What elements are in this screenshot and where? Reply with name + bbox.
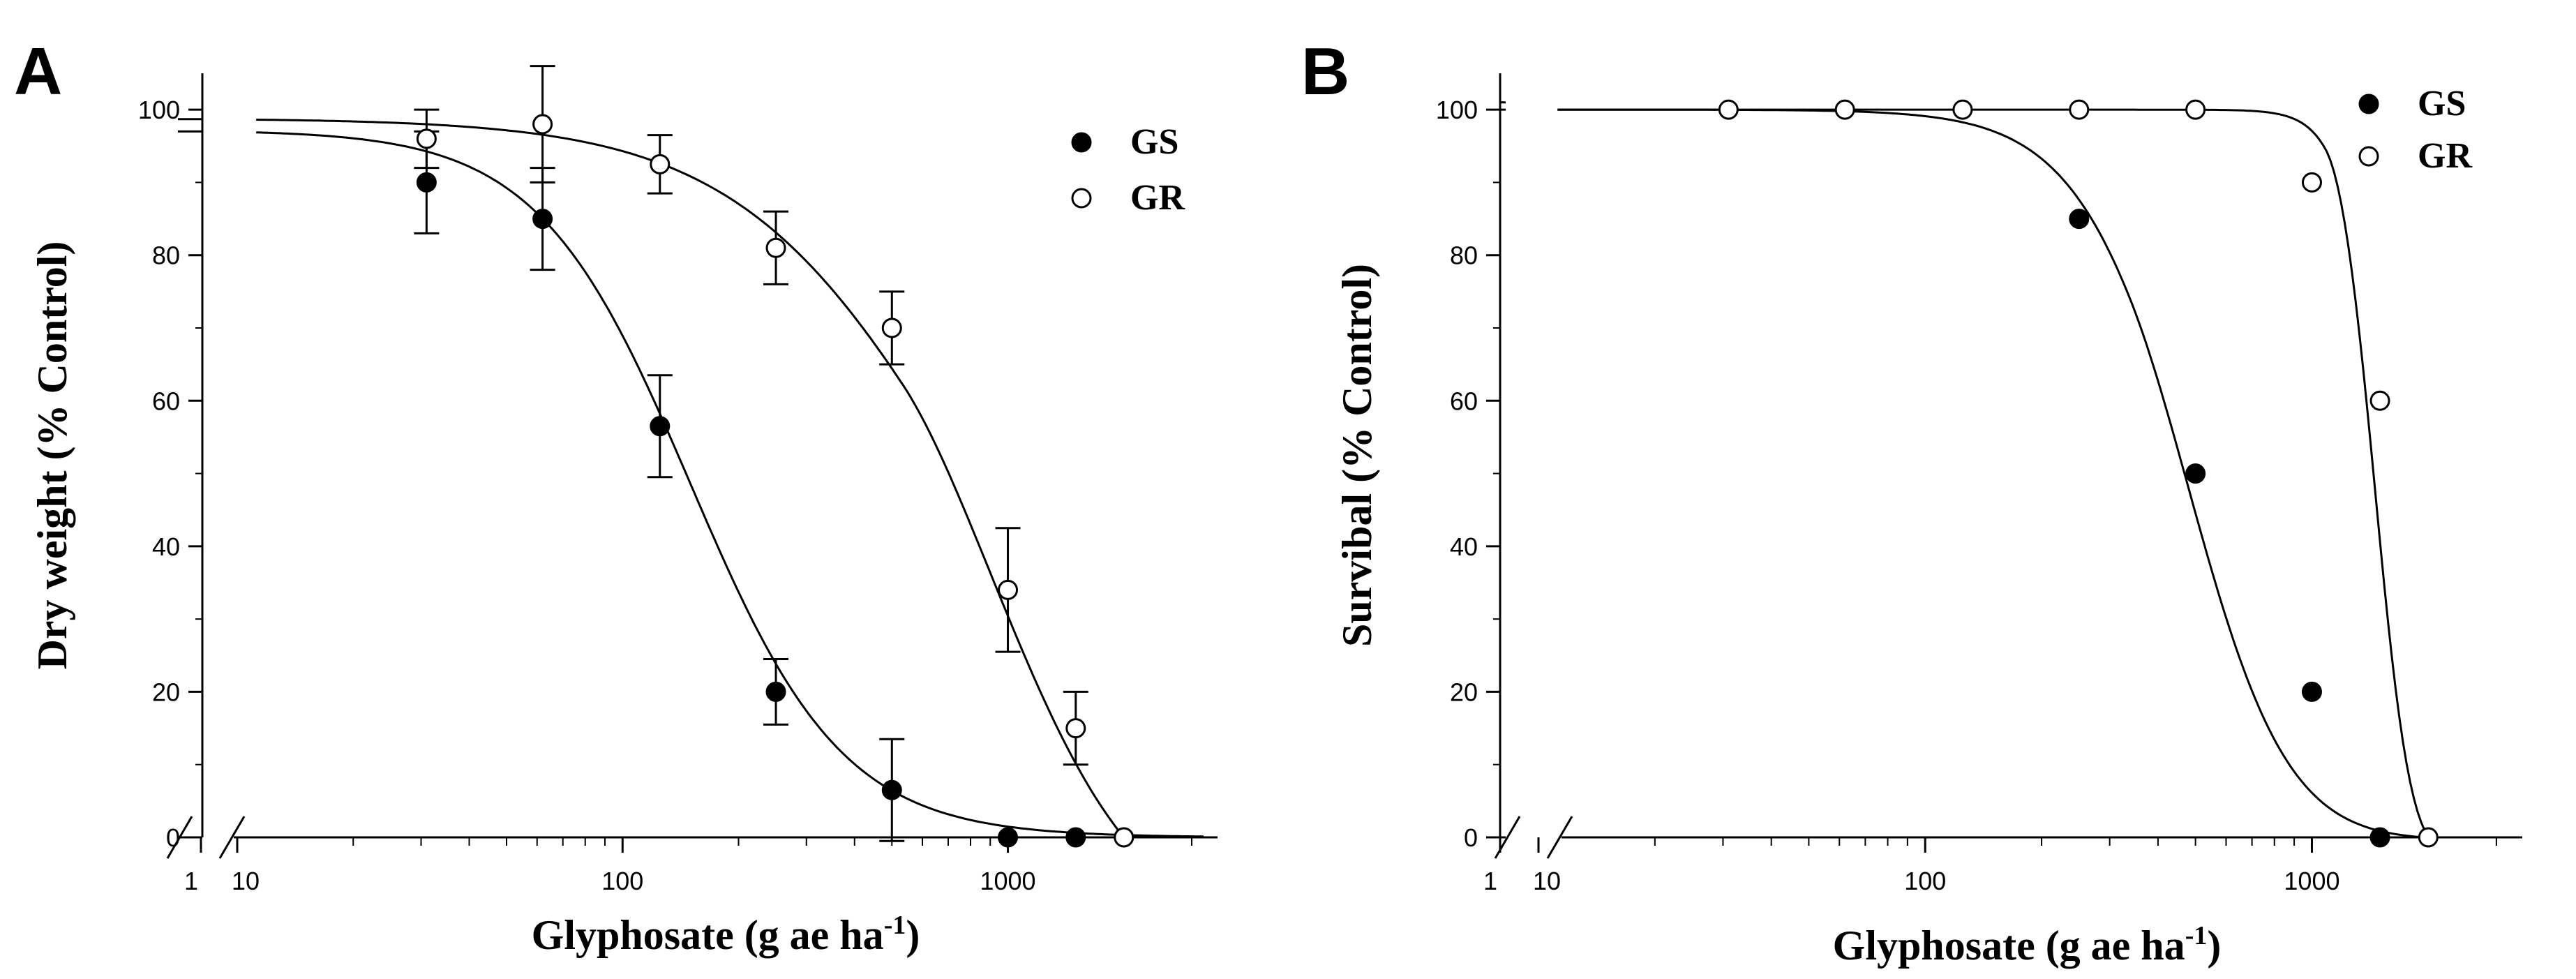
x-axis-title: Glyphosate (g ae ha-1) [532,911,920,958]
data-point-gr [2418,827,2439,848]
data-point-gs [881,779,902,800]
y-tick-label: 100 [1436,96,1478,124]
fit-curve-gr [1557,108,2429,838]
series-gr [1500,99,2439,848]
series-gs [1500,108,2425,848]
y-tick-label: 40 [1450,532,1478,561]
legend-label-gs: GS [1130,122,1178,162]
series-gr [178,65,1135,848]
chart-panel-b: B 0 20 40 60 80 100 10 100 1000 1 Glyphosate (g ae … [1301,34,2522,969]
data-point-gs [765,681,786,702]
x-tick-label: 100 [601,867,643,895]
legend-marker-gs [1071,132,1092,153]
y-tick-label: 80 [1450,241,1478,270]
data-point-gs [532,209,553,230]
x-axis-title: Glyphosate (g ae ha-1) [1833,921,2222,969]
data-point-gs [2369,827,2390,848]
data-point-gs [650,416,671,437]
data-point-gs [1065,827,1086,848]
data-point-gs [2185,463,2206,484]
data-point-gr [2069,99,2090,120]
data-point-gs [416,172,437,193]
legend-marker-gs [2358,94,2379,114]
y-axis-title: Dry weight (% Control) [29,241,75,670]
legend-label-gr: GR [1130,178,1185,218]
data-point-gs [2069,209,2090,230]
axis-break-mark [218,816,246,859]
legend-marker-gr [2358,146,2379,167]
data-point-gr [765,237,786,258]
fit-curve-gs [256,131,1204,838]
data-point-gr [1114,827,1135,848]
x-tick-label: 1000 [980,867,1035,895]
data-point-gr [1834,99,1855,120]
x-tick-label: 1 [184,867,198,895]
y-tick-label: 0 [166,823,180,852]
legend-marker-gr [1071,188,1092,209]
y-tick-label: 80 [152,241,180,270]
legend-label-gr: GR [2418,136,2473,176]
axis-break-mark [166,816,193,859]
y-tick-label: 20 [152,678,180,706]
data-point-gr [650,154,671,174]
fit-curve-gr [256,119,1125,838]
data-point-gr [2185,99,2206,120]
panel-letter: A [14,34,62,109]
data-point-gr [998,579,1019,600]
series-gs [178,130,1204,848]
data-point-gr [416,128,437,149]
y-tick-label: 100 [138,96,180,124]
x-tick-label: 10 [1533,867,1561,895]
data-point-gr [2301,172,2322,193]
data-point-gr [881,317,902,338]
y-tick-label: 60 [152,387,180,415]
y-axis-title: Survibal (% Control) [1334,264,1380,647]
fit-curve-gs [1557,108,2425,839]
data-point-gr [1952,99,1973,120]
y-tick-label: 60 [1450,387,1478,415]
data-point-gs [998,827,1019,848]
data-point-gr [1718,99,1739,120]
y-tick-label: 40 [152,532,180,561]
data-point-gs [2301,681,2322,702]
y-tick-label: 20 [1450,678,1478,706]
legend-label-gs: GS [2418,84,2466,124]
data-point-gr [532,114,553,135]
panel-letter: B [1301,34,1349,109]
x-tick-label: 1 [1483,867,1497,895]
data-point-gr [2369,390,2390,411]
chart-panel-a: A 0 20 40 60 80 100 10 100 1000 1 Glyphosate (g ae … [14,34,1218,958]
y-tick-label: 0 [1464,823,1478,852]
data-point-gr [1065,718,1086,739]
x-tick-label: 1000 [2284,867,2339,895]
axis-break-mark [1546,816,1573,859]
x-tick-label: 100 [1904,867,1946,895]
x-tick-label: 10 [232,867,260,895]
